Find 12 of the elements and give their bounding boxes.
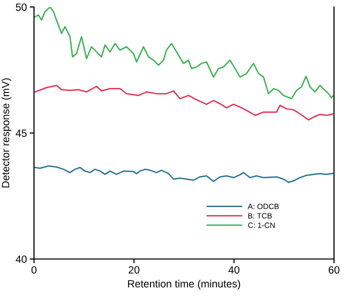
- x-tick-label: 20: [128, 266, 140, 274]
- y-axis-title: Detector response (mV): [2, 78, 12, 188]
- line-series: [34, 165, 334, 184]
- y-tick-label: 45: [16, 130, 27, 137]
- line-series: [34, 7, 334, 100]
- y-tick-label: 40: [16, 256, 27, 263]
- x-tick-label: 40: [228, 266, 240, 274]
- x-axis-title: Retention time (minutes): [128, 280, 240, 290]
- x-tick-label: 60: [328, 266, 340, 274]
- y-tick-label: 50: [16, 4, 27, 11]
- line-series: [34, 84, 334, 121]
- x-tick-label: 0: [32, 266, 36, 274]
